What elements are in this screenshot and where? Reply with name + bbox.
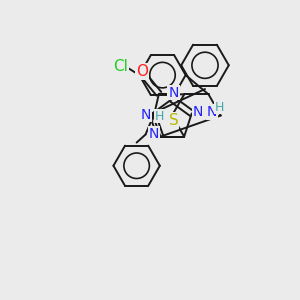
Text: N: N bbox=[149, 127, 159, 141]
Text: H: H bbox=[214, 101, 224, 114]
Text: S: S bbox=[169, 113, 178, 128]
Text: Cl: Cl bbox=[113, 59, 128, 74]
Text: N: N bbox=[207, 105, 217, 119]
Text: N: N bbox=[193, 105, 203, 119]
Text: N: N bbox=[140, 108, 151, 122]
Text: N: N bbox=[168, 85, 179, 100]
Text: O: O bbox=[136, 64, 148, 79]
Text: H: H bbox=[155, 110, 164, 123]
